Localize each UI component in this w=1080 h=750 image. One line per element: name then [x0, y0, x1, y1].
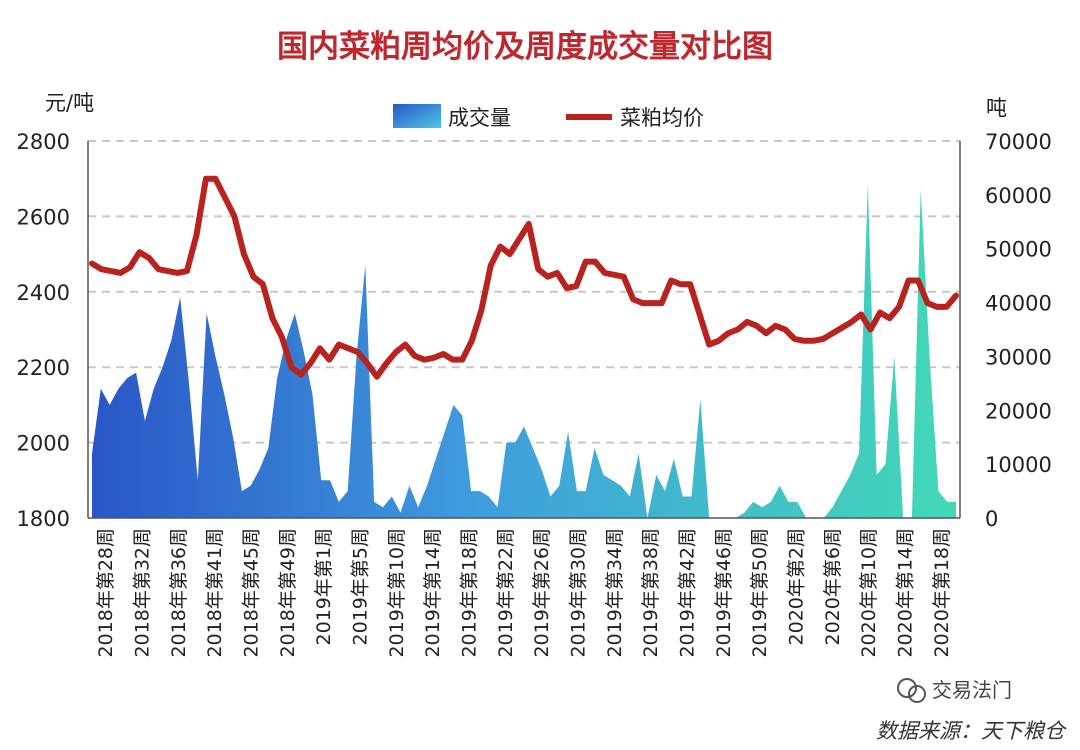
- right-tick-label: 70000: [985, 130, 1052, 154]
- left-tick-label: 2600: [17, 205, 70, 229]
- watermark-text: 交易法门: [932, 678, 1012, 702]
- x-axis-ticks: 2018年第28周 2018年第32周 2018年第36周 2018年第41周 2018…: [95, 528, 953, 658]
- x-tick-label: 2018年第45周: [241, 528, 263, 658]
- x-tick-label: 2019年第5周: [350, 528, 372, 645]
- price-series: [89, 175, 959, 380]
- left-axis-unit: 元/吨: [45, 91, 94, 115]
- legend: 成交量 菜粕均价: [393, 104, 704, 130]
- x-tick-label: 2018年第36周: [168, 528, 190, 658]
- x-tick-label: 2020年第14周: [895, 528, 917, 658]
- axes: [87, 141, 961, 519]
- volume-area: [92, 184, 956, 518]
- x-tick-label: 2019年第42周: [677, 528, 699, 658]
- left-tick-label: 2000: [17, 432, 70, 456]
- right-tick-label: 0: [985, 507, 998, 531]
- x-tick-label: 2020年第10周: [858, 528, 880, 658]
- right-tick-label: 50000: [985, 238, 1052, 262]
- left-tick-label: 2400: [17, 281, 70, 305]
- x-tick-label: 2019年第18周: [459, 528, 481, 658]
- left-tick-label: 1800: [17, 507, 70, 531]
- source-note: 数据来源：天下粮仓: [876, 719, 1067, 743]
- x-tick-label: 2019年第1周: [313, 528, 335, 645]
- right-axis-ticks: 0 10000 20000 30000 40000 50000 60000 70000: [985, 130, 1052, 531]
- left-tick-label: 2200: [17, 356, 70, 380]
- x-tick-label: 2018年第49周: [277, 528, 299, 658]
- wechat-icon-bubble: [908, 685, 926, 703]
- legend-label-price: 菜粕均价: [620, 106, 704, 130]
- legend-swatch-volume: [393, 104, 441, 128]
- x-tick-label: 2019年第10周: [386, 528, 408, 658]
- right-axis-unit: 吨: [986, 96, 1007, 120]
- right-tick-label: 10000: [985, 453, 1052, 477]
- right-tick-label: 30000: [985, 345, 1052, 369]
- x-tick-label: 2020年第2周: [786, 528, 808, 645]
- x-tick-label: 2018年第32周: [132, 528, 154, 658]
- x-tick-label: 2019年第26周: [531, 528, 553, 658]
- watermark-logo: 交易法门: [897, 678, 1012, 703]
- x-tick-label: 2019年第50周: [749, 528, 771, 658]
- x-tick-label: 2019年第30周: [568, 528, 590, 658]
- right-tick-label: 60000: [985, 184, 1052, 208]
- right-tick-label: 20000: [985, 399, 1052, 423]
- price-line: [89, 175, 959, 380]
- legend-label-volume: 成交量: [448, 106, 511, 130]
- x-tick-label: 2020年第18周: [931, 528, 953, 658]
- left-axis-ticks: 1800 2000 2200 2400 2600 2800: [17, 130, 70, 531]
- x-tick-label: 2019年第14周: [422, 528, 444, 658]
- x-tick-label: 2018年第28周: [95, 528, 117, 658]
- volume-series: [92, 184, 956, 518]
- x-tick-label: 2019年第22周: [495, 528, 517, 658]
- x-tick-label: 2020年第6周: [822, 528, 844, 645]
- left-tick-label: 2800: [17, 130, 70, 154]
- right-tick-label: 40000: [985, 292, 1052, 316]
- wechat-icon: [897, 678, 917, 698]
- chart-title: 国内菜粕周均价及周度成交量对比图: [277, 29, 773, 65]
- x-tick-label: 2019年第34周: [604, 528, 626, 658]
- x-tick-label: 2019年第38周: [640, 528, 662, 658]
- x-tick-label: 2019年第46周: [713, 528, 735, 658]
- x-tick-label: 2018年第41周: [204, 528, 226, 658]
